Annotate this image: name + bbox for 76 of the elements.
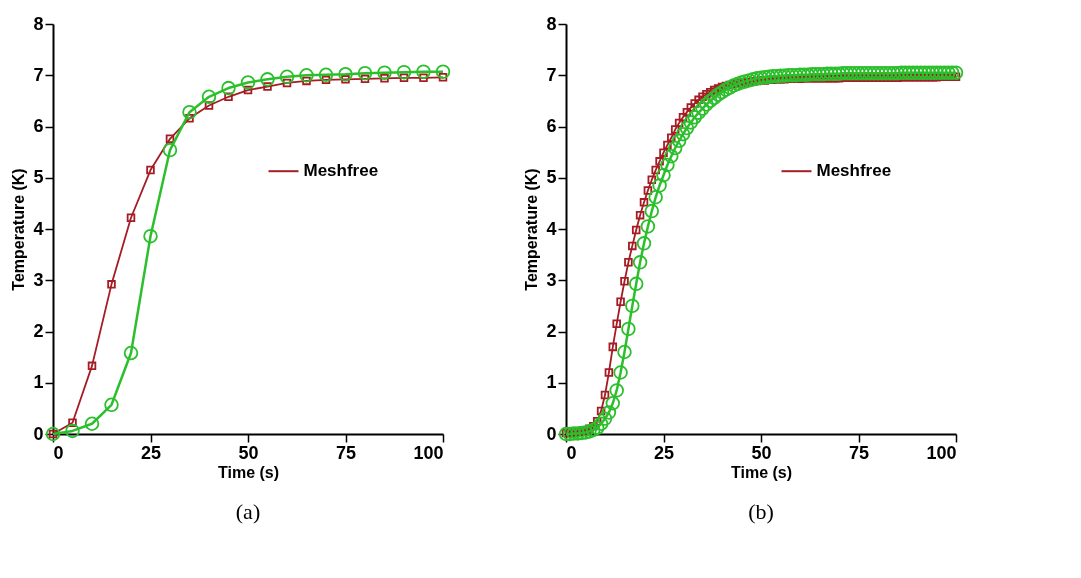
x-tick-label: 50 [751,442,772,463]
text: (b) [748,499,774,524]
x-tick-label: 25 [653,442,675,463]
point [146,165,155,175]
y-tick-label: 6 [33,116,44,136]
point [377,65,392,80]
y-tick-label: 4 [33,218,44,239]
y-tick-label: 3 [33,269,44,290]
x-tick-label: 25 [140,442,162,463]
point [126,213,136,222]
legend-label: Meshfree [303,161,379,181]
y-tick-label: 2 [33,321,44,341]
point [165,134,175,144]
point [338,67,353,82]
point [399,73,409,83]
y-tick-label: 2 [546,321,557,341]
y-tick-label: 3 [546,269,557,290]
text: (a) [235,499,261,524]
point [438,73,448,82]
point [263,82,272,91]
y-axis-title: Temperature (K) [523,168,541,291]
point [380,74,389,83]
point [299,68,314,83]
y-tick-label: 5 [546,167,557,188]
point [435,64,451,79]
point [185,114,194,123]
point [107,280,116,289]
point [123,345,139,361]
point [360,74,370,84]
point [396,64,412,80]
x-axis-title: Time (s) [217,463,280,481]
y-axis-title: Temperature (K) [10,168,28,291]
y-tick-label: 8 [546,13,557,34]
point [416,64,431,79]
y-tick-label: 8 [33,13,44,34]
point [282,78,292,88]
x-tick-label: 75 [335,442,357,463]
point [419,73,428,83]
x-tick-label: 50 [238,442,259,463]
x-axis-title: Time (s) [730,463,793,481]
point [279,69,295,84]
legend-label: Meshfree [816,161,892,181]
point [162,142,178,158]
point [201,89,217,104]
y-tick-label: 4 [546,218,557,239]
point [143,228,158,244]
point [357,65,373,81]
point [341,75,350,84]
y-tick-label: 7 [33,64,44,85]
y-tick-label: 1 [546,372,557,393]
point [68,418,77,427]
y-tick-label: 7 [546,64,557,85]
point [318,67,334,82]
point [65,423,80,439]
point [224,92,233,102]
x-tick-label: 100 [413,442,444,463]
point [243,85,253,95]
point [84,416,100,431]
point [104,397,119,412]
point [87,361,97,371]
point [204,101,214,110]
y-tick-label: 6 [546,116,557,136]
point [260,72,275,87]
point [221,80,236,96]
point [321,75,331,85]
x-tick-label: 0 [53,442,64,463]
point [240,75,256,90]
point [182,104,197,120]
y-tick-label: 0 [546,423,557,444]
y-tick-label: 1 [33,372,44,393]
y-tick-label: 5 [33,167,44,188]
x-tick-label: 0 [566,442,577,463]
point [302,76,311,86]
x-tick-label: 100 [926,442,957,463]
x-tick-label: 75 [848,442,870,463]
y-tick-label: 0 [33,423,44,444]
